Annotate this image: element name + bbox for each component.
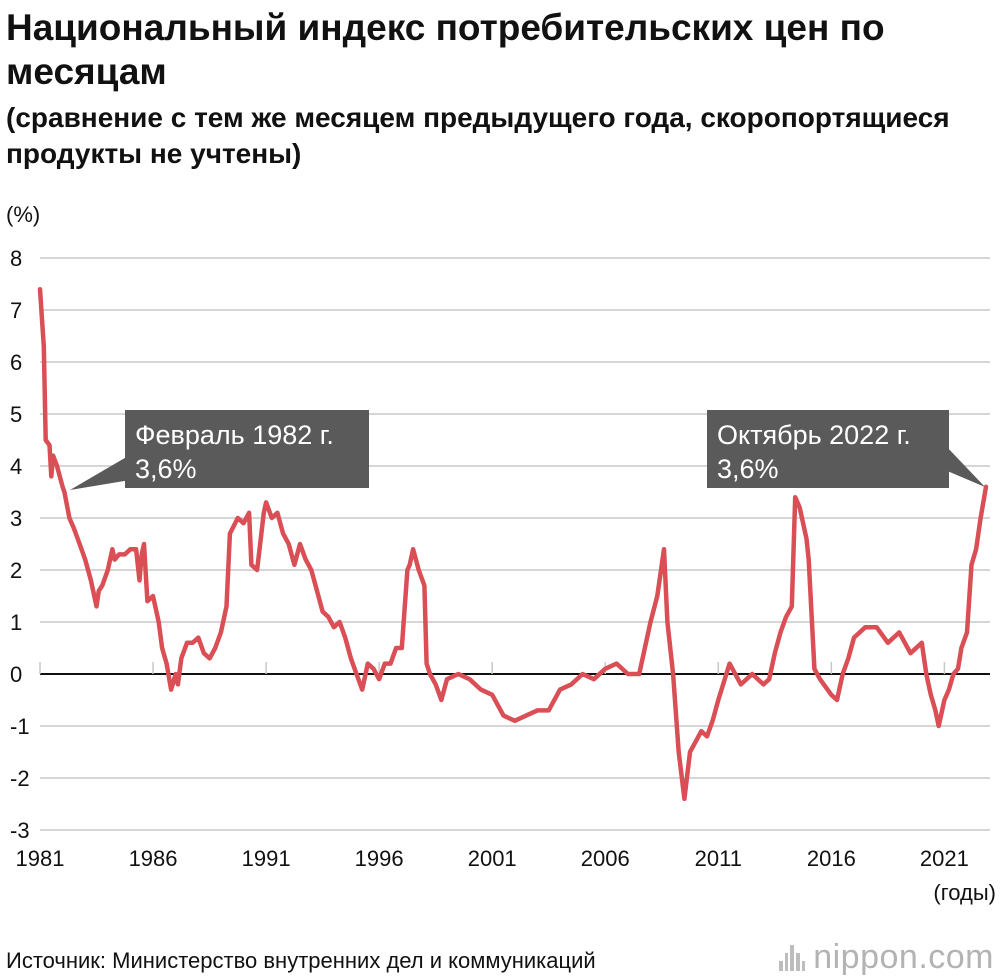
y-tick-label: 2 [10, 558, 22, 583]
source-note: Источник: Министерство внутренних дел и … [6, 948, 596, 973]
callout-pointer [945, 445, 985, 487]
x-tick-label: 1986 [129, 846, 178, 871]
callout-date: Октябрь 2022 г. [717, 420, 911, 450]
callout-value: 3,6% [135, 454, 197, 484]
y-tick-label: -1 [10, 714, 30, 739]
y-tick-label: -3 [10, 818, 30, 843]
x-axis-unit: (годы) [933, 880, 996, 905]
y-tick-label: 3 [10, 506, 22, 531]
nippon-logo-icon [779, 944, 806, 971]
y-axis-ticks: 8 7 6 5 4 3 2 1 0 -1 -2 -3 [10, 246, 30, 843]
chart-title: Национальный индекс потребительских цен … [6, 7, 885, 92]
y-tick-label: 5 [10, 402, 22, 427]
callout-feb-1982: Февраль 1982 г. 3,6% [70, 410, 369, 490]
cpi-series-line [37, 286, 989, 802]
callout-value: 3,6% [717, 454, 779, 484]
chart-subtitle: (сравнение с тем же месяцем предыдущего … [6, 102, 950, 169]
callout-box [125, 410, 369, 488]
x-tick-label: 2011 [695, 846, 742, 871]
grid [40, 257, 990, 831]
y-tick-label: 4 [10, 454, 22, 479]
x-tick-label: 2016 [807, 846, 856, 871]
logo-text: nippon.com [813, 938, 994, 976]
nippon-logo: nippon.com [779, 938, 994, 977]
y-axis-unit: (%) [6, 202, 41, 227]
line-chart: 8 7 6 5 4 3 2 1 0 -1 -2 -3 1981 1986 1991 1996 2001 2006… [10, 246, 990, 871]
y-tick-label: -2 [10, 766, 30, 791]
x-tick-label: 2006 [581, 846, 630, 871]
x-tick-label: 2001 [468, 846, 517, 871]
x-tick-label: 2021 [920, 846, 969, 871]
y-tick-label: 1 [10, 610, 22, 635]
y-tick-label: 6 [10, 350, 22, 375]
x-tick-label: 1981 [16, 846, 65, 871]
y-tick-label: 7 [10, 298, 22, 323]
x-tick-label: 1991 [242, 846, 291, 871]
callout-pointer [70, 455, 130, 490]
callout-oct-2022: Октябрь 2022 г. 3,6% [707, 410, 985, 488]
callout-box [707, 410, 949, 488]
callout-date: Февраль 1982 г. [135, 420, 334, 450]
y-tick-label: 8 [10, 246, 22, 271]
x-axis-ticks: 1981 1986 1991 1996 2001 2006 2011 2016 2021 [16, 662, 969, 871]
y-tick-label: 0 [10, 662, 22, 687]
x-tick-label: 1996 [355, 846, 404, 871]
